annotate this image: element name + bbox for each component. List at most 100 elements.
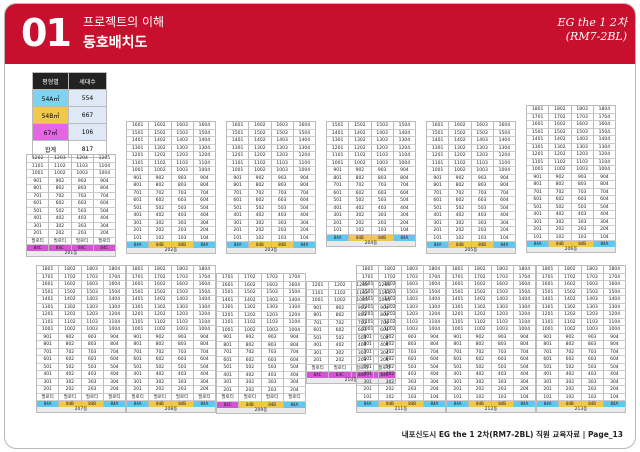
unit-cell: 804 (283, 341, 306, 349)
unit-cell: 604 (193, 197, 216, 205)
unit-cell: 903 (171, 174, 194, 182)
unit-type-cell: 84A (37, 401, 60, 407)
unit-cell: 1201 (37, 311, 60, 319)
unit-type-row: 84A 84B 84B 84A (526, 241, 616, 247)
unit-cell: 102 (559, 393, 582, 401)
unit-cell: 1302 (349, 137, 372, 145)
unit-cell: 202 (49, 230, 72, 238)
unit-cell: 703 (471, 189, 494, 197)
unit-cell: 1001 (427, 167, 450, 175)
unit-grid: 1801 1802 1803 1804 1701 1702 1703 1704 1601 1602… (536, 265, 626, 401)
unit-cell: 1001 (37, 326, 60, 334)
unit-cell: 203 (491, 386, 514, 394)
unit-cell: 1103 (491, 318, 514, 326)
unit-grid: 1801 1802 1803 1804 1701 1702 1703 1704 1601 1602… (126, 265, 216, 401)
unit-cell: 203 (471, 227, 494, 235)
unit-cell: 804 (603, 341, 626, 349)
unit-cell: 1802 (549, 106, 572, 114)
unit-cell: 703 (261, 349, 284, 357)
unit-cell: 904 (603, 333, 626, 341)
unit-cell: 903 (351, 304, 374, 312)
unit-cell: 802 (329, 312, 352, 320)
unit-cell: 1401 (357, 296, 380, 304)
unit-cell: 1604 (283, 281, 306, 289)
unit-cell: 501 (127, 204, 150, 212)
unit-cell: 1203 (371, 144, 394, 152)
unit-type-cell: 84B (271, 242, 294, 248)
unit-cell: 603 (491, 356, 514, 364)
unit-cell: 303 (581, 378, 604, 386)
unit-cell: 703 (271, 189, 294, 197)
unit-cell: 202 (469, 386, 492, 394)
unit-cell: 703 (401, 348, 424, 356)
unit-cell: 302 (469, 378, 492, 386)
building-name: 213동 (536, 407, 626, 413)
unit-grid: 1601 1602 1603 1604 1501 1502 1503 1504 1401 1402… (126, 121, 216, 242)
unit-cell: 504 (283, 364, 306, 372)
unit-cell: 301 (227, 219, 250, 227)
unit-cell: 1503 (401, 288, 424, 296)
unit-cell: 901 (227, 174, 250, 182)
unit-cell: 1002 (349, 159, 372, 167)
unit-cell: 1202 (149, 152, 172, 160)
unit-cell: 1601 (527, 121, 550, 129)
unit-cell: 1001 (127, 167, 150, 175)
unit-cell: 1402 (59, 296, 82, 304)
unit-cell: 1204 (71, 155, 94, 163)
unit-cell: 1501 (447, 288, 470, 296)
unit-cell: 802 (249, 182, 272, 190)
unit-cell: 202 (149, 227, 172, 235)
unit-cell: 1201 (537, 311, 560, 319)
unit-cell: 303 (371, 212, 394, 220)
unit-cell: 1004 (393, 159, 416, 167)
unit-cell: 503 (71, 207, 94, 215)
unit-cell: 1502 (549, 128, 572, 136)
unit-type-cell: 84B (549, 241, 572, 247)
unit-cell: 904 (283, 334, 306, 342)
unit-cell: 404 (193, 212, 216, 220)
unit-cell: 101 (227, 234, 250, 242)
unit-cell: 1004 (103, 326, 126, 334)
building-name: 206동 (526, 247, 616, 253)
unit-cell: 1202 (379, 311, 402, 319)
unit-cell: 1404 (193, 296, 216, 304)
unit-cell: 1501 (127, 129, 150, 137)
unit-cell: 1002 (469, 326, 492, 334)
unit-cell: 402 (249, 212, 272, 220)
unit-cell: 1201 (447, 311, 470, 319)
unit-type-cell: 84C (93, 245, 116, 251)
unit-cell: 1501 (327, 122, 350, 130)
unit-cell: 104 (603, 393, 626, 401)
unit-cell: 필로티 (93, 237, 116, 245)
unit-cell: 604 (603, 356, 626, 364)
unit-cell: 803 (81, 341, 104, 349)
unit-cell: 1004 (493, 167, 516, 175)
unit-cell: 604 (393, 189, 416, 197)
unit-cell: 801 (427, 182, 450, 190)
unit-cell: 1002 (249, 167, 272, 175)
unit-cell: 204 (193, 227, 216, 235)
unit-cell: 302 (49, 222, 72, 230)
unit-cell: 1304 (193, 303, 216, 311)
unit-cell: 803 (171, 341, 194, 349)
unit-cell: 필로티 (27, 237, 50, 245)
legend-count: 817 (68, 140, 107, 158)
unit-type-cell: 84C (329, 372, 352, 378)
unit-cell: 1102 (239, 319, 262, 327)
unit-cell: 901 (217, 334, 240, 342)
unit-cell: 902 (549, 173, 572, 181)
unit-type-cell: 84B (171, 401, 194, 407)
unit-cell: 1603 (171, 281, 194, 289)
unit-cell: 1504 (513, 288, 536, 296)
unit-cell: 404 (193, 371, 216, 379)
unit-cell: 903 (81, 333, 104, 341)
unit-cell: 703 (581, 348, 604, 356)
unit-cell: 1103 (471, 159, 494, 167)
unit-cell: 필로티 (351, 364, 374, 372)
unit-cell: 1201 (357, 311, 380, 319)
unit-cell: 702 (379, 348, 402, 356)
unit-cell: 1302 (449, 144, 472, 152)
unit-cell: 602 (349, 189, 372, 197)
unit-cell: 702 (349, 182, 372, 190)
unit-cell: 1501 (537, 288, 560, 296)
